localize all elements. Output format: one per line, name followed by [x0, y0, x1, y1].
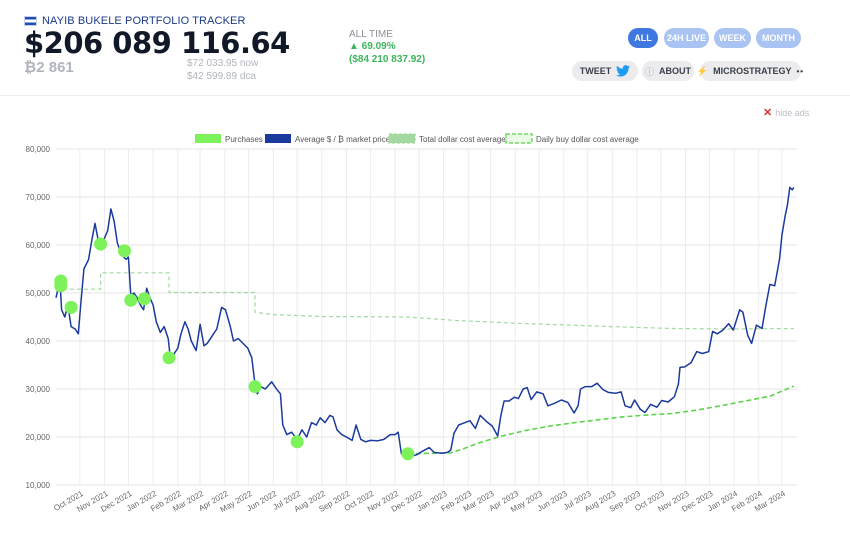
brand-title: NAYIB BUKELE PORTFOLIO TRACKER — [42, 15, 246, 27]
brand: NAYIB BUKELE PORTFOLIO TRACKER — [24, 15, 246, 27]
microstrategy-button[interactable]: ⚡ MICROSTRATEGY •• — [696, 61, 805, 81]
legend-price-label: Average $ / ₿ market price — [295, 135, 391, 144]
y-tick-label: 50,000 — [26, 289, 51, 298]
eyes-icon: •• — [796, 66, 805, 76]
microstrategy-label: MICROSTRATEGY — [713, 66, 792, 76]
purchase-point — [117, 244, 131, 258]
lightning-icon: ⚡ — [696, 65, 709, 76]
alltime-label: ALL TIME — [349, 29, 393, 40]
alltime-percent: ▲ 69.09% — [349, 41, 396, 52]
range-week-button[interactable]: WEEK — [714, 28, 751, 48]
purchase-point — [162, 351, 176, 365]
hide-ads-label: hide ads — [775, 107, 810, 118]
purchase-point — [290, 435, 304, 449]
hide-ads-link[interactable]: ✕ hide ads — [763, 106, 809, 119]
now-price: $72 033.95 now — [187, 58, 259, 69]
legend-purchases-label: Purchases — [225, 135, 263, 144]
chart-area: 10,000 20,000 30,000 40,000 50,000 60,000 70,0… — [0, 128, 850, 532]
info-icon: ⓘ — [644, 66, 654, 77]
series-price-line — [55, 186, 795, 457]
dca-price: $42 599.89 dca — [187, 71, 256, 82]
btc-amount: ₿2 861 — [24, 59, 74, 76]
range-24h-button[interactable]: 24H LIVE — [664, 28, 709, 48]
series-daily-dca-line — [407, 385, 795, 455]
header: NAYIB BUKELE PORTFOLIO TRACKER $206 089 … — [0, 0, 850, 96]
purchase-point — [124, 293, 138, 307]
legend-price-swatch — [265, 134, 291, 143]
y-tick-label: 40,000 — [26, 337, 51, 346]
legend-daily-dca-label: Daily buy dollar cost average — [536, 135, 639, 144]
about-button[interactable]: ⓘ ABOUT — [642, 61, 694, 81]
legend-daily-dca-swatch — [505, 133, 533, 144]
range-month-button[interactable]: MONTH — [756, 28, 801, 48]
twitter-bird-icon — [616, 65, 631, 77]
legend-purchases-swatch — [195, 134, 221, 143]
tweet-button[interactable]: TWEET — [572, 61, 638, 81]
series-total-dca-line — [56, 272, 794, 330]
y-tick-label: 20,000 — [26, 433, 51, 442]
legend-total-dca-swatch — [388, 133, 416, 144]
purchase-point — [94, 237, 108, 251]
purchase-point — [54, 274, 68, 288]
tweet-label: TWEET — [579, 66, 612, 76]
purchase-point — [248, 380, 262, 394]
alltime-usd: ($84 210 837.92) — [349, 54, 426, 65]
purchase-point — [137, 292, 151, 306]
el-salvador-flag-icon — [24, 16, 37, 26]
portfolio-chart: 10,000 20,000 30,000 40,000 50,000 60,000 70,0… — [26, 133, 797, 514]
portfolio-value: $206 089 116.64 — [24, 26, 290, 60]
legend-total-dca-label: Total dollar cost average — [419, 135, 506, 144]
y-tick-label: 70,000 — [26, 193, 51, 202]
y-tick-label: 10,000 — [26, 481, 51, 490]
purchase-point — [64, 300, 78, 314]
y-tick-label: 60,000 — [26, 241, 51, 250]
y-tick-label: 30,000 — [26, 385, 51, 394]
purchase-point — [401, 447, 415, 461]
close-icon: ✕ — [763, 107, 773, 119]
range-all-button[interactable]: ALL — [628, 28, 658, 48]
y-tick-label: 80,000 — [26, 145, 51, 154]
about-label: ABOUT — [659, 66, 691, 76]
